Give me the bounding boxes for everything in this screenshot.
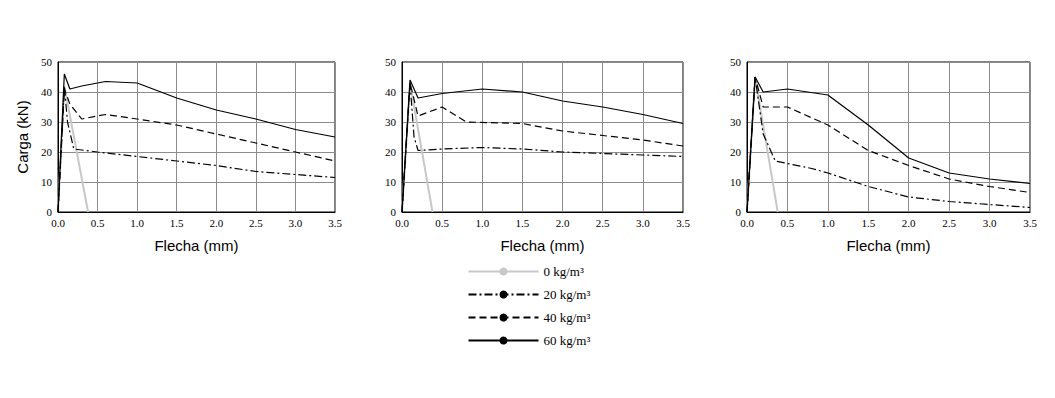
svg-text:3.0: 3.0 <box>983 217 997 229</box>
svg-text:2.0: 2.0 <box>556 217 570 229</box>
svg-text:3.5: 3.5 <box>328 217 342 229</box>
svg-text:Carga (kN): Carga (kN) <box>14 100 31 173</box>
svg-text:30: 30 <box>730 116 742 128</box>
svg-text:3.5: 3.5 <box>1023 217 1037 229</box>
svg-text:50: 50 <box>730 56 742 68</box>
svg-text:0.0: 0.0 <box>395 217 409 229</box>
svg-text:0.0: 0.0 <box>51 217 65 229</box>
svg-text:Flecha (mm): Flecha (mm) <box>500 237 584 254</box>
svg-text:1.5: 1.5 <box>861 217 875 229</box>
svg-text:1.5: 1.5 <box>516 217 530 229</box>
svg-text:10: 10 <box>730 176 742 188</box>
svg-text:3.5: 3.5 <box>676 217 690 229</box>
svg-text:0 kg/m³: 0 kg/m³ <box>544 264 584 279</box>
svg-text:2.5: 2.5 <box>942 217 956 229</box>
svg-text:1.0: 1.0 <box>130 217 144 229</box>
svg-text:0.0: 0.0 <box>740 217 754 229</box>
svg-text:20: 20 <box>41 146 53 158</box>
svg-text:0: 0 <box>46 206 52 218</box>
svg-text:2.0: 2.0 <box>209 217 223 229</box>
svg-text:0.5: 0.5 <box>91 217 105 229</box>
svg-text:2.0: 2.0 <box>902 217 916 229</box>
svg-text:10: 10 <box>41 176 53 188</box>
svg-text:0: 0 <box>390 206 396 218</box>
svg-text:0.5: 0.5 <box>435 217 449 229</box>
svg-text:3.0: 3.0 <box>636 217 650 229</box>
svg-text:50: 50 <box>385 56 397 68</box>
svg-text:20: 20 <box>385 146 397 158</box>
svg-text:20: 20 <box>730 146 742 158</box>
svg-text:2.5: 2.5 <box>249 217 263 229</box>
svg-text:40: 40 <box>730 86 742 98</box>
svg-text:1.5: 1.5 <box>170 217 184 229</box>
svg-text:1.0: 1.0 <box>475 217 489 229</box>
svg-text:40 kg/m³: 40 kg/m³ <box>544 310 591 325</box>
svg-text:60 kg/m³: 60 kg/m³ <box>544 333 591 348</box>
svg-text:Flecha (mm): Flecha (mm) <box>154 237 238 254</box>
svg-text:2.5: 2.5 <box>596 217 610 229</box>
svg-text:40: 40 <box>41 86 53 98</box>
svg-text:0: 0 <box>735 206 741 218</box>
svg-text:50: 50 <box>41 56 53 68</box>
svg-text:40: 40 <box>385 86 397 98</box>
svg-text:1.0: 1.0 <box>821 217 835 229</box>
svg-text:20 kg/m³: 20 kg/m³ <box>544 287 591 302</box>
svg-text:0.5: 0.5 <box>781 217 795 229</box>
svg-text:10: 10 <box>385 176 397 188</box>
svg-text:3.0: 3.0 <box>289 217 303 229</box>
svg-text:30: 30 <box>385 116 397 128</box>
svg-text:Flecha (mm): Flecha (mm) <box>846 237 930 254</box>
svg-text:30: 30 <box>41 116 53 128</box>
